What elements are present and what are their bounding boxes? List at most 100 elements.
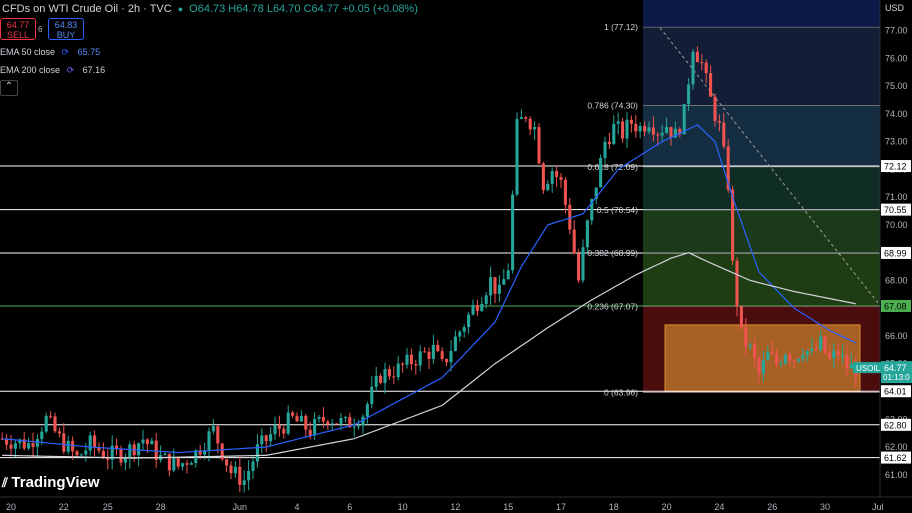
candle-body[interactable] [845,354,849,369]
candle-body[interactable] [150,440,154,445]
candle-body[interactable] [238,466,242,485]
candle-body[interactable] [348,417,352,428]
candle-body[interactable] [823,336,827,353]
candle-body[interactable] [255,444,259,462]
candle-body[interactable] [493,277,497,294]
candle-body[interactable] [295,415,299,422]
candle-body[interactable] [665,126,669,133]
candle-body[interactable] [497,284,501,294]
candle-body[interactable] [141,439,145,444]
candle-body[interactable] [317,417,321,419]
candle-body[interactable] [541,163,545,191]
candle-body[interactable] [638,125,642,132]
candle-body[interactable] [101,450,105,458]
candle-body[interactable] [766,351,770,361]
candle-body[interactable] [779,363,783,365]
candle-body[interactable] [841,354,845,356]
candle-body[interactable] [691,51,695,85]
candle-body[interactable] [409,354,413,365]
candle-body[interactable] [392,376,396,378]
candle-body[interactable] [515,118,519,195]
candle-body[interactable] [810,348,814,352]
candle-body[interactable] [480,303,484,311]
candle-body[interactable] [625,119,629,139]
candle-body[interactable] [128,444,132,459]
settings-icon[interactable]: ⟳ [61,47,70,57]
candle-body[interactable] [458,331,462,337]
candle-body[interactable] [502,279,506,285]
candle-body[interactable] [709,73,713,97]
eye-icon[interactable]: ● [177,4,184,14]
candle-body[interactable] [229,465,233,474]
candle-body[interactable] [775,353,779,365]
candle-body[interactable] [313,418,317,436]
price-level-tag[interactable] [881,160,911,173]
candle-body[interactable] [546,183,550,191]
candle-body[interactable] [418,351,422,366]
candle-body[interactable] [687,84,691,105]
candle-body[interactable] [524,117,528,119]
candle-body[interactable] [726,146,730,190]
candle-body[interactable] [753,344,757,359]
candle-body[interactable] [722,122,726,147]
candle-body[interactable] [163,453,167,456]
candle-body[interactable] [563,179,567,205]
candle-body[interactable] [396,363,400,378]
candle-body[interactable] [66,440,70,452]
candle-body[interactable] [154,440,158,460]
candle-body[interactable] [528,118,532,130]
candle-body[interactable] [836,351,840,356]
candle-body[interactable] [247,470,251,481]
candle-body[interactable] [291,412,295,416]
candle-body[interactable] [137,443,141,456]
candle-body[interactable] [673,128,677,138]
candle-body[interactable] [308,429,312,436]
candle-body[interactable] [568,204,572,230]
candle-body[interactable] [827,352,831,359]
candle-body[interactable] [35,439,39,447]
candle-body[interactable] [370,386,374,405]
candle-body[interactable] [299,415,303,422]
candle-body[interactable] [484,295,488,304]
candle-body[interactable] [519,117,523,119]
candle-body[interactable] [735,260,739,307]
candle-body[interactable] [590,199,594,221]
candle-body[interactable] [713,96,717,122]
price-level-tag[interactable] [881,299,911,312]
candle-body[interactable] [651,127,655,135]
candle-body[interactable] [277,425,281,429]
candle-body[interactable] [189,463,193,465]
candle-body[interactable] [5,438,9,445]
candle-body[interactable] [27,443,31,449]
candle-body[interactable] [357,425,361,427]
last-price-tag[interactable] [881,361,912,384]
candle-body[interactable] [731,189,735,261]
candle-body[interactable] [198,450,202,455]
candle-body[interactable] [181,463,185,467]
candle-body[interactable] [282,428,286,434]
candle-body[interactable] [220,443,224,460]
candle-body[interactable] [365,404,369,417]
candle-body[interactable] [585,220,589,248]
candle-body[interactable] [326,421,330,425]
price-level-tag[interactable] [881,418,911,431]
candle-body[interactable] [682,104,686,135]
candle-body[interactable] [343,417,347,419]
candle-body[interactable] [49,415,53,417]
candle-body[interactable] [423,351,427,353]
candle-body[interactable] [211,426,215,432]
candle-body[interactable] [634,123,638,132]
candle-body[interactable] [761,360,765,374]
candle-body[interactable] [704,62,708,74]
candle-body[interactable] [203,451,207,455]
ema50-line[interactable] [2,124,857,454]
candle-body[interactable] [453,336,457,351]
candle-body[interactable] [62,433,66,452]
candle-body[interactable] [225,459,229,466]
candle-body[interactable] [572,229,576,254]
candle-body[interactable] [449,350,453,363]
candle-body[interactable] [216,426,220,444]
candle-body[interactable] [717,121,721,123]
candle-body[interactable] [656,134,660,136]
